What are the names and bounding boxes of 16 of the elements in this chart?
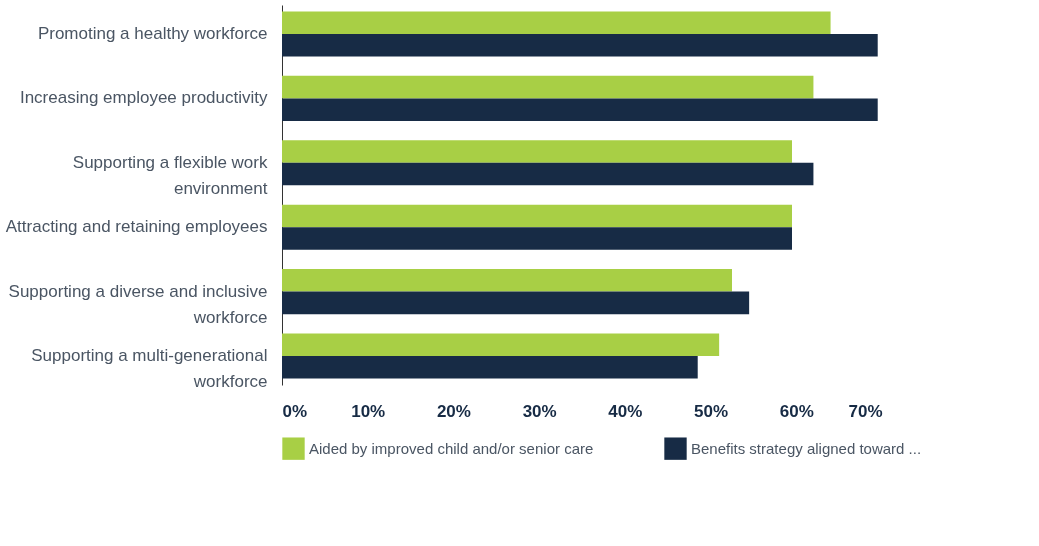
x-tick-label: 20% [436,401,471,421]
x-tick-label: 70% [848,401,883,421]
x-tick-label: 50% [694,401,729,421]
x-tick-label: 40% [608,401,643,421]
x-tick-label: 10% [351,401,386,421]
y-tick-label: Supporting a multi-generational workforce [31,346,268,392]
x-tick-label: 30% [522,401,557,421]
y-tick-label: Promoting a healthy workforce [37,23,268,43]
y-tick-label: Increasing employee productivity [19,88,268,108]
y-tick-label: Supporting a diverse and inclusive workforce [8,281,268,327]
x-tick-label: 60% [779,401,814,421]
legend-label: Benefits strategy aligned toward ... [691,439,922,457]
y-tick-label: Attracting and retaining employees [5,217,268,237]
x-tick-label: 0% [282,401,308,421]
y-tick-label: Supporting a flexible work environment [72,152,268,198]
legend-label: Aided by improved child and/or senior care [309,439,594,457]
